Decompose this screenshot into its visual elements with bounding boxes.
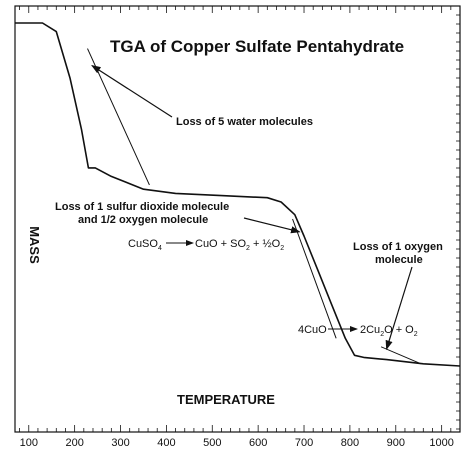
x-tick-label: 1000 xyxy=(429,437,453,449)
chart-title: TGA of Copper Sulfate Pentahydrate xyxy=(110,37,404,56)
axis-ticks xyxy=(19,6,460,432)
svg-text:Loss of 5 water molecules: Loss of 5 water molecules xyxy=(176,116,313,128)
annotation-so2: Loss of 1 sulfur dioxide molecule and 1/… xyxy=(55,201,301,234)
annotation-so2-line-2: and 1/2 oxygen molecule xyxy=(78,214,208,226)
x-tick-label: 900 xyxy=(387,437,405,449)
svg-text:4CuO: 4CuO xyxy=(298,324,327,336)
annotation-oxygen: Loss of 1 oxygen molecule xyxy=(353,241,443,351)
annotation-water-arrow xyxy=(91,64,173,118)
annotation-so2-line-1: Loss of 1 sulfur dioxide molecule xyxy=(55,201,229,213)
x-tick-label: 700 xyxy=(295,437,313,449)
plot-frame xyxy=(14,5,461,433)
svg-text:and 1/2 oxygen molecule: and 1/2 oxygen molecule xyxy=(78,214,208,226)
annotation-oxygen-line-2: molecule xyxy=(375,254,423,266)
svg-text:Loss of 1 sulfur dioxide molec: Loss of 1 sulfur dioxide molecule xyxy=(55,201,229,213)
annotation-oxygen-line-1: Loss of 1 oxygen xyxy=(353,241,443,253)
y-axis-label: MASS xyxy=(27,226,42,264)
svg-text:Loss of 1 oxygen: Loss of 1 oxygen xyxy=(353,241,443,253)
x-tick-label: 500 xyxy=(203,437,221,449)
x-tick-label: 600 xyxy=(249,437,267,449)
annotation-oxygen-arrow xyxy=(385,266,413,351)
x-tick-label: 800 xyxy=(341,437,359,449)
x-tick-label: 200 xyxy=(65,437,83,449)
equation-decomposition: CuSO4 CuO + SO2 + ½O2 xyxy=(128,238,284,252)
equation-reduction: 4CuO 2Cu2O + O2 xyxy=(298,324,418,338)
x-tick-label: 400 xyxy=(157,437,175,449)
annotation-water-line-1: Loss of 5 water molecules xyxy=(176,116,313,128)
annotation-water: Loss of 5 water molecules xyxy=(91,64,313,128)
svg-text:molecule: molecule xyxy=(375,254,423,266)
svg-text:CuO + SO2 + ½O2: CuO + SO2 + ½O2 xyxy=(195,238,284,252)
annotation-so2-arrow xyxy=(243,217,301,234)
x-axis-label: TEMPERATURE xyxy=(177,392,275,407)
x-tick-label: 300 xyxy=(111,437,129,449)
svg-text:2Cu2O + O2: 2Cu2O + O2 xyxy=(360,324,418,338)
tangent-line-2 xyxy=(292,218,337,339)
svg-text:CuSO4: CuSO4 xyxy=(128,238,162,252)
x-tick-labels: 100 200 300 400 500 600 700 800 900 1000 xyxy=(20,437,454,449)
mass-curve xyxy=(15,22,461,367)
x-tick-label: 100 xyxy=(20,437,38,449)
